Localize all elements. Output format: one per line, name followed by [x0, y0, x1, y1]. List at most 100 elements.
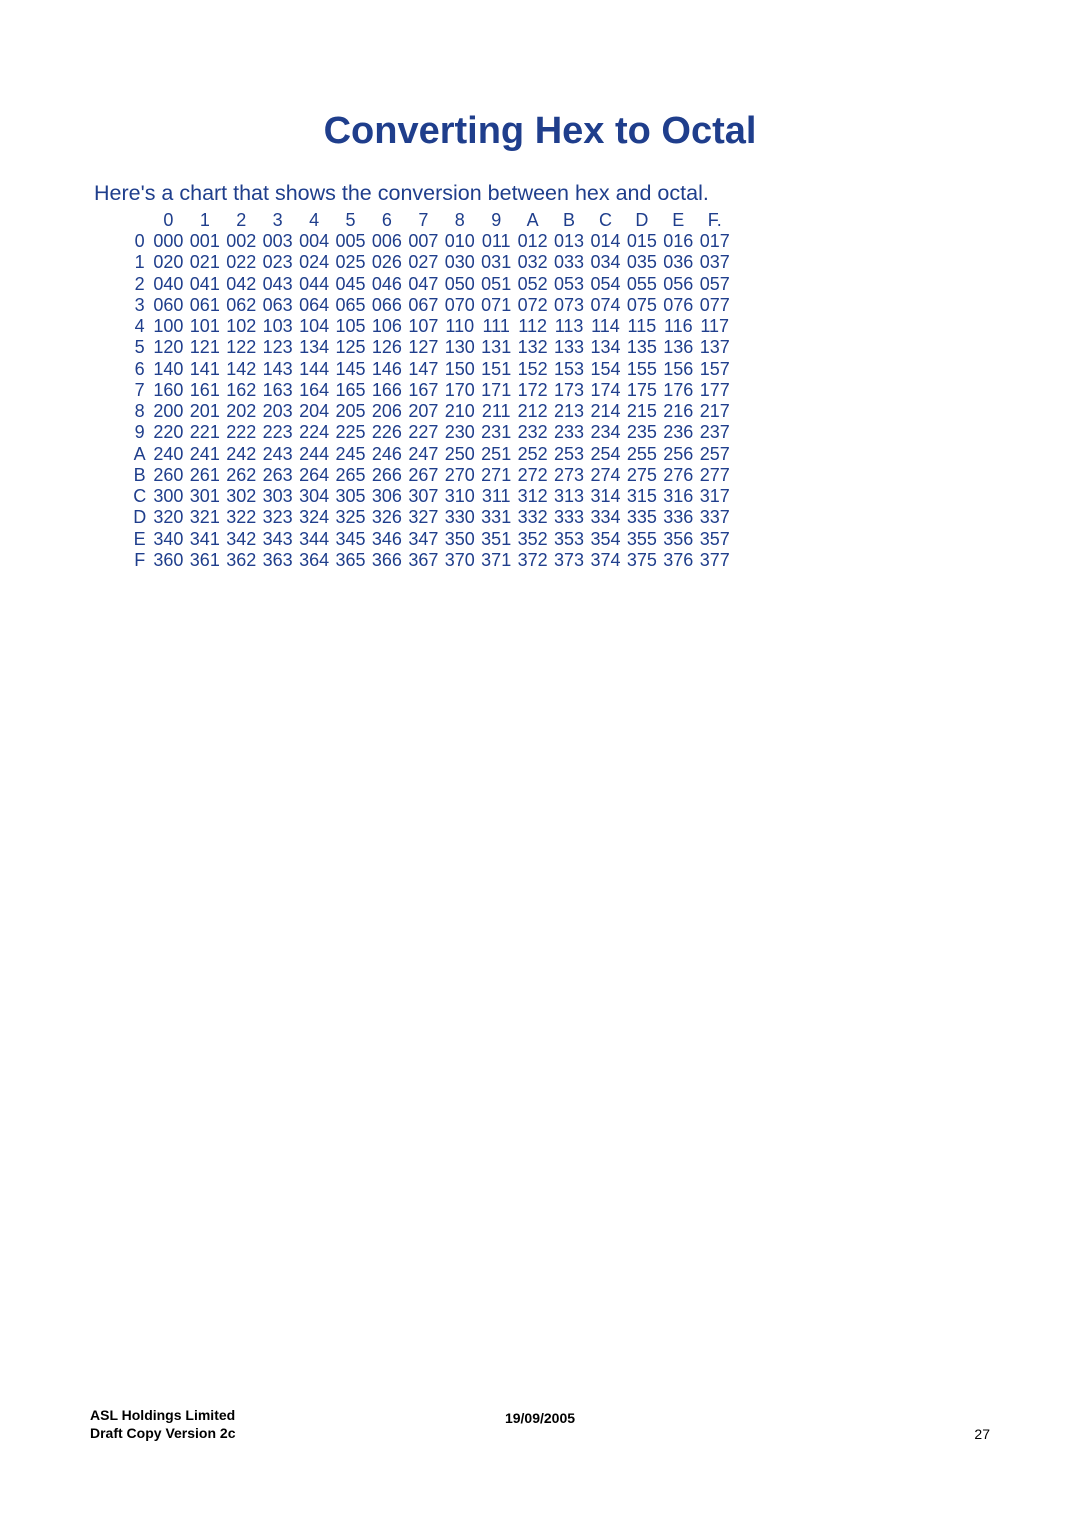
- cell: 237: [697, 422, 733, 443]
- cell: 351: [478, 529, 514, 550]
- cell: 110: [442, 316, 478, 337]
- col-header: 2: [223, 210, 259, 231]
- cell: 210: [442, 401, 478, 422]
- cell: 231: [478, 422, 514, 443]
- col-header: B: [551, 210, 587, 231]
- cell: 120: [150, 337, 186, 358]
- footer-company: ASL Holdings Limited: [90, 1407, 236, 1425]
- cell: 036: [660, 252, 696, 273]
- cell: 132: [514, 337, 550, 358]
- cell: 024: [296, 252, 332, 273]
- cell: 041: [187, 274, 223, 295]
- col-header: 7: [405, 210, 441, 231]
- row-header: 2: [130, 274, 150, 295]
- cell: 050: [442, 274, 478, 295]
- cell: 075: [624, 295, 660, 316]
- cell: 256: [660, 444, 696, 465]
- cell: 241: [187, 444, 223, 465]
- cell: 062: [223, 295, 259, 316]
- cell: 051: [478, 274, 514, 295]
- cell: 007: [405, 231, 441, 252]
- cell: 227: [405, 422, 441, 443]
- cell: 043: [259, 274, 295, 295]
- cell: 147: [405, 359, 441, 380]
- cell: 203: [259, 401, 295, 422]
- cell: 032: [514, 252, 550, 273]
- cell: 177: [697, 380, 733, 401]
- cell: 354: [587, 529, 623, 550]
- cell: 326: [369, 507, 405, 528]
- cell: 001: [187, 231, 223, 252]
- cell: 113: [551, 316, 587, 337]
- cell: 046: [369, 274, 405, 295]
- cell: 317: [697, 486, 733, 507]
- cell: 005: [332, 231, 368, 252]
- cell: 220: [150, 422, 186, 443]
- cell: 316: [660, 486, 696, 507]
- page-footer: ASL Holdings Limited Draft Copy Version …: [90, 1407, 990, 1442]
- cell: 160: [150, 380, 186, 401]
- cell: 071: [478, 295, 514, 316]
- cell: 251: [478, 444, 514, 465]
- cell: 375: [624, 550, 660, 571]
- cell: 116: [660, 316, 696, 337]
- cell: 012: [514, 231, 550, 252]
- cell: 321: [187, 507, 223, 528]
- cell: 143: [259, 359, 295, 380]
- table-row: B260261262263264265266267270271272273274…: [130, 465, 733, 486]
- cell: 253: [551, 444, 587, 465]
- col-header: D: [624, 210, 660, 231]
- cell: 140: [150, 359, 186, 380]
- row-header: C: [130, 486, 150, 507]
- cell: 074: [587, 295, 623, 316]
- cell: 361: [187, 550, 223, 571]
- hex-octal-table: 0123456789ABCDEF 00000010020030040050060…: [130, 210, 733, 571]
- cell: 277: [697, 465, 733, 486]
- cell: 175: [624, 380, 660, 401]
- cell: 235: [624, 422, 660, 443]
- cell: 055: [624, 274, 660, 295]
- cell: 125: [332, 337, 368, 358]
- cell: 153: [551, 359, 587, 380]
- cell: 040: [150, 274, 186, 295]
- col-header: C: [587, 210, 623, 231]
- cell: 233: [551, 422, 587, 443]
- cell: 025: [332, 252, 368, 273]
- table-row: 5120121122123134125126127130131132133134…: [130, 337, 733, 358]
- cell: 161: [187, 380, 223, 401]
- col-header: F: [697, 210, 733, 231]
- cell: 121: [187, 337, 223, 358]
- cell: 144: [296, 359, 332, 380]
- row-header: F: [130, 550, 150, 571]
- table-row: 9220221222223224225226227230231232233234…: [130, 422, 733, 443]
- cell: 030: [442, 252, 478, 273]
- cell: 137: [697, 337, 733, 358]
- cell: 114: [587, 316, 623, 337]
- cell: 336: [660, 507, 696, 528]
- cell: 250: [442, 444, 478, 465]
- cell: 207: [405, 401, 441, 422]
- cell: 017: [697, 231, 733, 252]
- cell: 076: [660, 295, 696, 316]
- cell: 275: [624, 465, 660, 486]
- cell: 373: [551, 550, 587, 571]
- cell: 102: [223, 316, 259, 337]
- cell: 273: [551, 465, 587, 486]
- cell: 156: [660, 359, 696, 380]
- page: Converting Hex to Octal Here's a chart t…: [0, 0, 1080, 1528]
- table-row: 4100101102103104105106107110111112113114…: [130, 316, 733, 337]
- cell: 247: [405, 444, 441, 465]
- cell: 274: [587, 465, 623, 486]
- cell: 340: [150, 529, 186, 550]
- cell: 117: [697, 316, 733, 337]
- cell: 300: [150, 486, 186, 507]
- cell: 313: [551, 486, 587, 507]
- table-row: 2040041042043044045046047050051052053054…: [130, 274, 733, 295]
- footer-date: 19/09/2005: [505, 1410, 575, 1426]
- cell: 352: [514, 529, 550, 550]
- cell: 014: [587, 231, 623, 252]
- col-header: 8: [442, 210, 478, 231]
- cell: 243: [259, 444, 295, 465]
- cell: 070: [442, 295, 478, 316]
- cell: 057: [697, 274, 733, 295]
